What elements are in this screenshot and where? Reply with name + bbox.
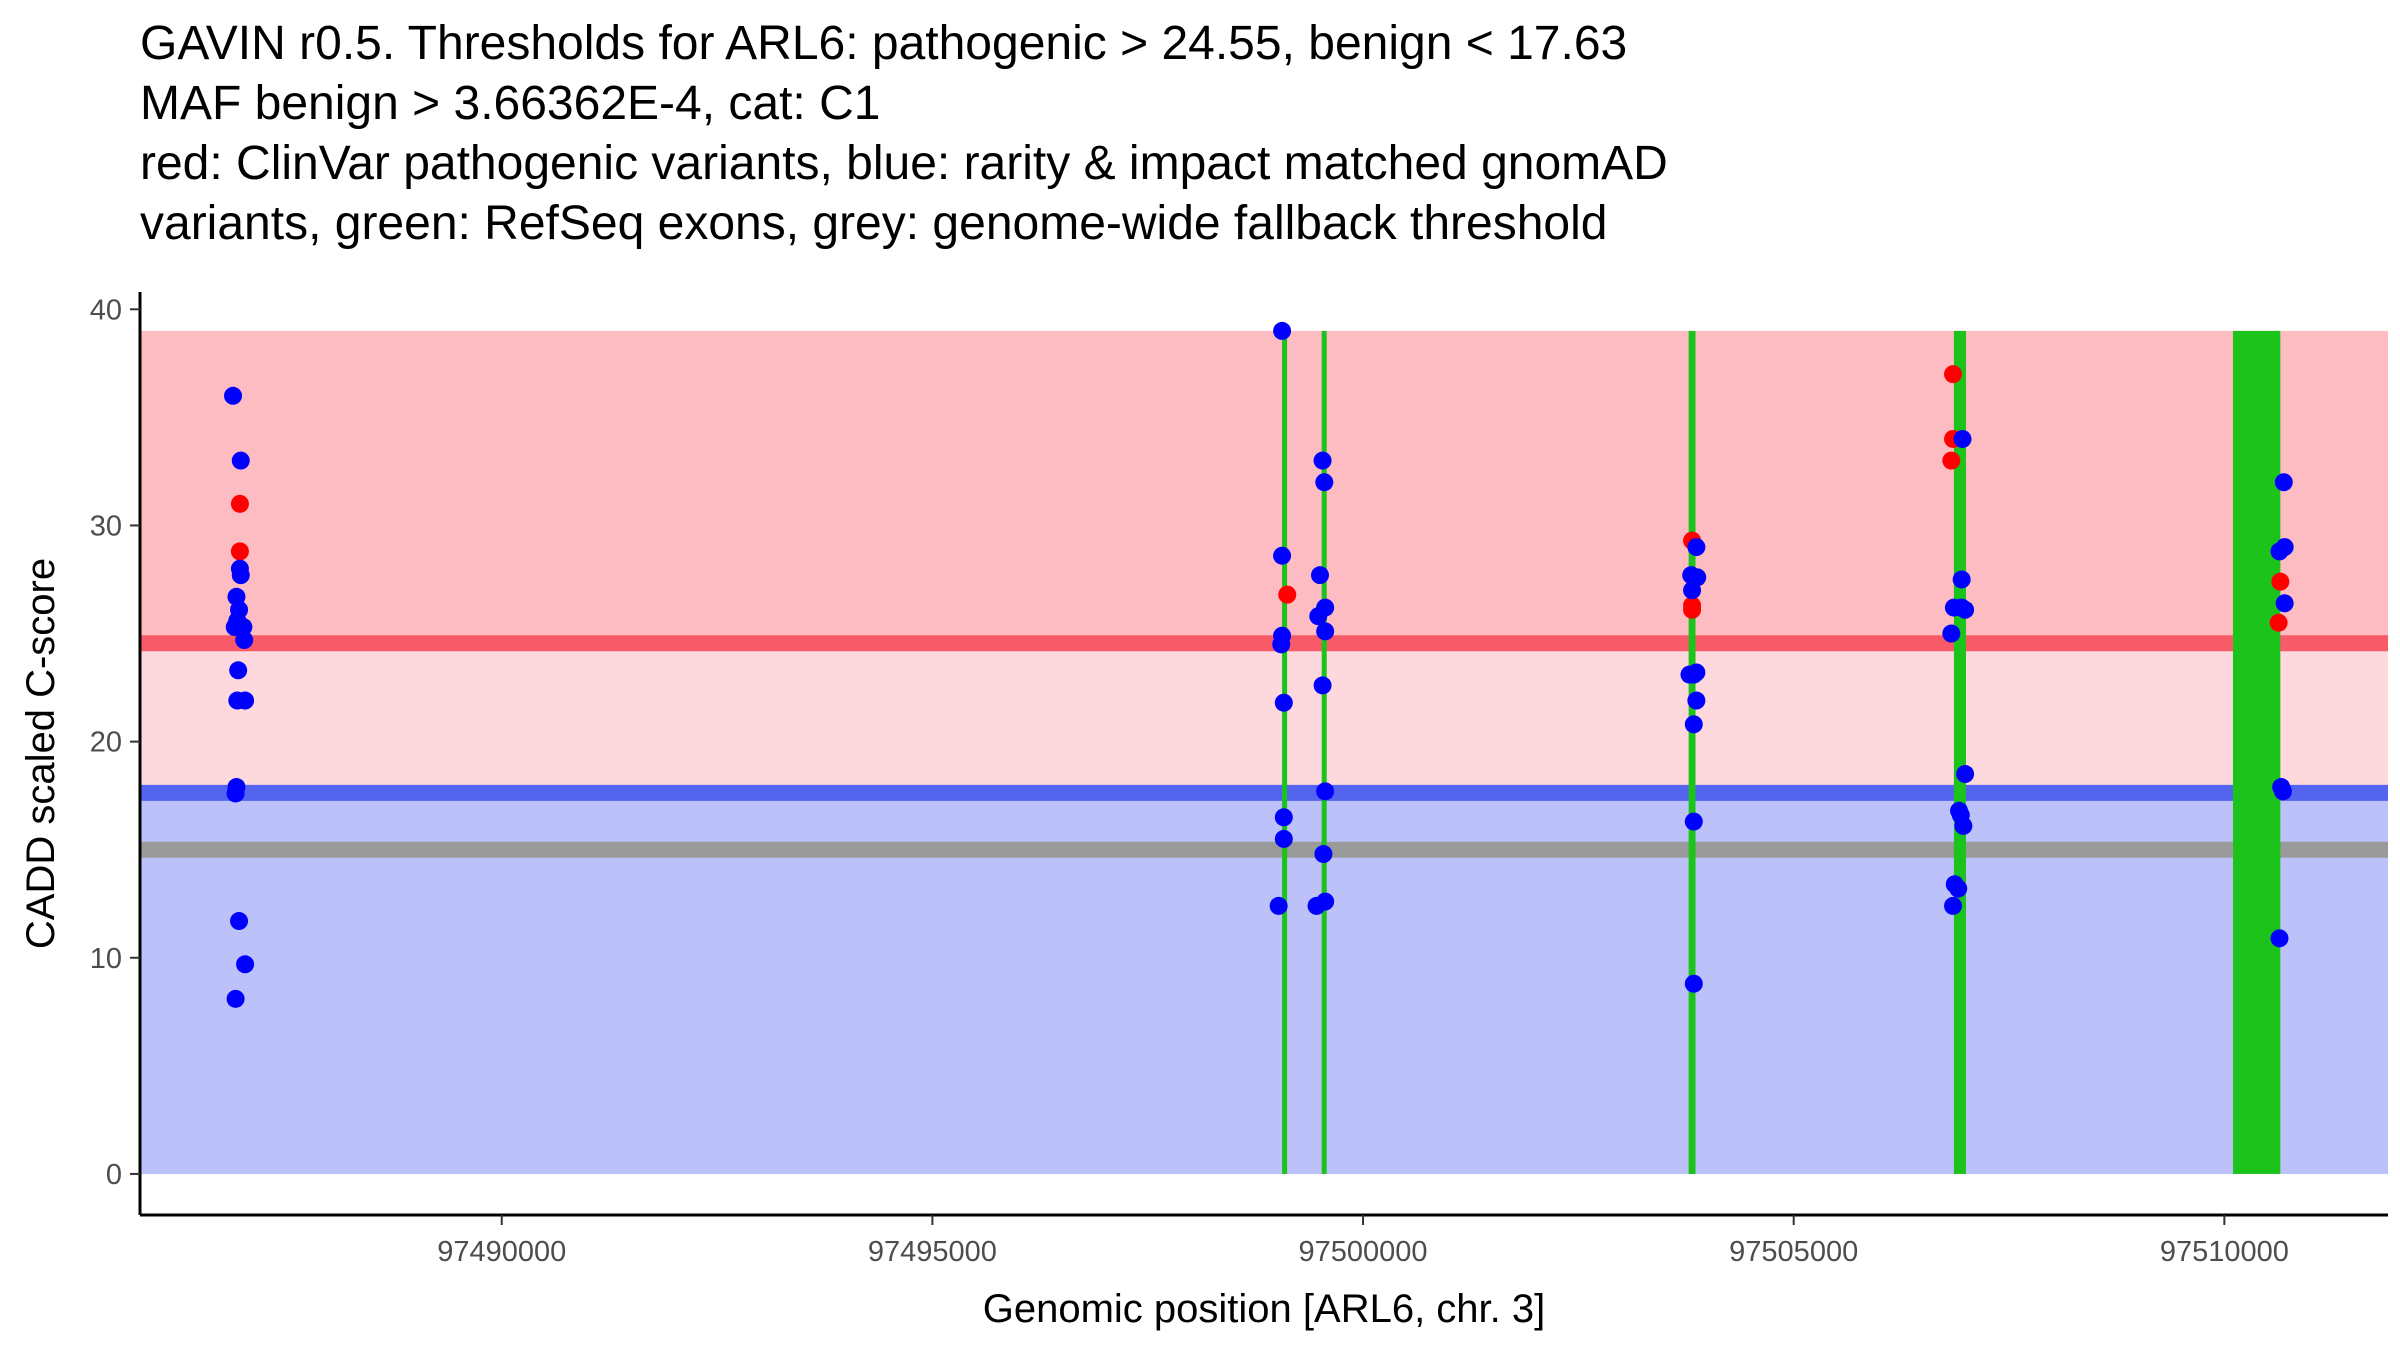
y-axis-title: CADD scaled C-score [19,558,63,949]
gnomad-point [224,386,243,405]
exon-region [1282,330,1288,1174]
intermediate-band [140,643,2388,793]
gnomad-point [1684,715,1703,734]
gnomad-point [226,784,245,803]
clinvar-point [1942,451,1961,470]
gnomad-point [2270,542,2289,561]
gnomad-point [1310,566,1329,585]
x-tick-label: 97500000 [1299,1236,1428,1268]
clinvar-point [2271,572,2290,591]
x-tick-label: 97490000 [437,1236,566,1268]
title-line-1: GAVIN r0.5. Thresholds for ARL6: pathoge… [140,17,1628,70]
gnomad-point [1307,896,1326,915]
x-axis-title: Genomic position [ARL6, chr. 3] [983,1287,1546,1331]
gnomad-point [1313,676,1332,695]
variant-points [224,321,2294,1008]
gnomad-point [1313,451,1332,470]
gnomad-point [229,661,248,680]
gnomad-point [1273,546,1292,565]
gnomad-point [1274,829,1293,848]
gnomad-point [230,912,249,931]
gnomad-point [236,691,255,710]
gnomad-point [2274,473,2293,492]
gnomad-point [1949,879,1968,898]
chart-title: GAVIN r0.5. Thresholds for ARL6: pathoge… [140,14,2380,254]
threshold-lines [140,635,2388,858]
title-line-3: red: ClinVar pathogenic variants, blue: … [140,137,1668,190]
gnomad-series [224,321,2294,1008]
exon-regions [1282,330,2281,1174]
axes: 0 10 20 30 40 97490000 97495000 97500000 9750500… [90,292,2388,1268]
exon-region [1953,330,1966,1174]
gnomad-point [1274,808,1293,827]
gnomad-point [1309,607,1328,626]
gnomad-point [2275,594,2294,613]
gnomad-point [1316,782,1335,801]
gnomad-point [2270,929,2289,948]
gnomad-point [1274,693,1293,712]
clinvar-point [1683,600,1702,619]
exon-region [1688,330,1696,1174]
gnomad-point [231,451,250,470]
clinvar-point [1278,585,1297,604]
gnomad-point [231,566,250,585]
title-line-2: MAF benign > 3.66362E-4, cat: C1 [140,77,881,130]
gnomad-point [1272,635,1291,654]
y-tick-label: 20 [90,727,122,759]
pathogenic-band [140,330,2388,644]
threshold-bands [140,330,2388,1174]
clinvar-point [230,542,249,561]
title-line-4: variants, green: RefSeq exons, grey: gen… [140,197,1608,250]
gnomad-point [2273,782,2292,801]
gnomad-point [1315,473,1334,492]
x-tick-label: 97505000 [1729,1236,1858,1268]
gnomad-point [1952,570,1971,589]
gnomad-point [1687,538,1706,557]
gnomad-point [1687,691,1706,710]
gnomad-point [1956,765,1975,784]
exon-region [1321,330,1327,1174]
clinvar-point [230,494,249,513]
exon-region [2232,330,2281,1174]
gnomad-point [1269,896,1288,915]
gnomad-point [1954,816,1973,835]
gnomad-point [1684,974,1703,993]
x-tick-label: 97510000 [2160,1236,2289,1268]
y-tick-label: 10 [90,943,122,975]
y-tick-label: 40 [90,294,122,326]
gnomad-point [1684,812,1703,831]
gnomad-point [1680,665,1699,684]
gnomad-point [1273,321,1292,340]
x-tick-label: 97495000 [868,1236,997,1268]
gnomad-point [235,631,254,650]
y-tick-label: 0 [106,1159,122,1191]
gnomad-point [234,618,253,637]
clinvar-point [1944,365,1963,384]
gnomad-point [1683,581,1702,600]
y-tick-label: 30 [90,510,122,542]
gnomad-point [1944,896,1963,915]
gnomad-point [1942,624,1961,643]
gnomad-point [1956,600,1975,619]
gnomad-point [236,955,255,974]
gnomad-point [1316,622,1335,641]
gnomad-point [1953,429,1972,448]
gnomad-point [1314,845,1333,864]
gnomad-point [226,989,245,1008]
clinvar-point [2269,613,2288,632]
